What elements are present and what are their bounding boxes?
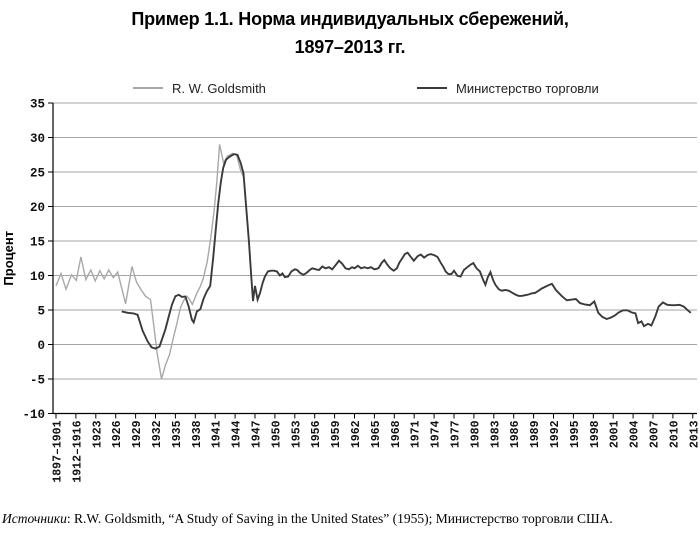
x-tick-label: 1998 <box>589 420 602 448</box>
legend-item-goldsmith: R. W. Goldsmith <box>133 80 266 96</box>
x-tick-label: 1959 <box>330 420 343 448</box>
chart-title-line-2: 1897–2013 гг. <box>294 37 406 57</box>
x-tick-label: 1971 <box>410 420 423 448</box>
chart-title-line-1: Пример 1.1. Норма индивидуальных сбереже… <box>131 9 569 29</box>
x-tick-label: 2013 <box>688 420 700 448</box>
x-tick-label: 1977 <box>450 420 463 448</box>
chart-title: Пример 1.1. Норма индивидуальных сбереже… <box>0 5 700 61</box>
x-tick-label: 1923 <box>91 420 104 448</box>
x-tick-label: 1935 <box>171 420 184 448</box>
y-tick-label: 15 <box>30 235 45 249</box>
goldsmith-line-swatch <box>133 87 163 89</box>
x-tick-label: 1986 <box>509 420 522 448</box>
x-tick-label: 1929 <box>131 420 144 448</box>
y-tick-label: 25 <box>30 166 45 180</box>
y-tick-label: -10 <box>22 408 45 422</box>
x-tick-label: 1938 <box>191 420 204 448</box>
x-tick-label: 1983 <box>489 420 502 448</box>
x-tick-label: 2004 <box>629 420 642 448</box>
y-tick-label: 5 <box>37 304 45 318</box>
legend-label-commerce: Министерство торговли <box>456 80 599 96</box>
y-axis-title: Процент <box>1 231 16 286</box>
source-label: Источники <box>2 511 67 526</box>
source-note: Источники: R.W. Goldsmith, “A Study of S… <box>2 511 699 527</box>
x-tick-label: 1992 <box>549 420 562 448</box>
x-tick-label: 2010 <box>668 420 681 448</box>
x-tick-label: 1989 <box>529 420 542 448</box>
x-tick-label: 1974 <box>430 420 443 448</box>
x-tick-label: 1944 <box>231 420 244 448</box>
x-tick-label: 1932 <box>151 420 164 448</box>
x-tick-label: 2001 <box>609 420 622 448</box>
x-tick-label: 1956 <box>310 420 323 448</box>
y-tick-label: 35 <box>30 97 45 111</box>
y-tick-label: 10 <box>30 270 45 284</box>
x-tick-label: 2007 <box>649 420 662 448</box>
legend-item-commerce: Министерство торговли <box>417 80 599 96</box>
commerce-line-swatch <box>417 87 447 89</box>
x-tick-label: 1947 <box>251 420 264 448</box>
y-tick-label: -5 <box>30 373 45 387</box>
x-tick-label: 1926 <box>111 420 124 448</box>
y-tick-label: 30 <box>30 132 45 146</box>
source-text: : R.W. Goldsmith, “A Study of Saving in … <box>66 511 613 526</box>
x-tick-label: 1950 <box>270 420 283 448</box>
x-tick-label: 1965 <box>370 420 383 448</box>
series-line-commerce <box>121 153 692 350</box>
x-tick-label: 1962 <box>350 420 363 448</box>
y-tick-label: 0 <box>37 339 45 353</box>
x-tick-label: 1980 <box>469 420 482 448</box>
legend-label-goldsmith: R. W. Goldsmith <box>172 80 266 96</box>
x-tick-label: 1897–1901 <box>52 420 65 482</box>
y-tick-label: 20 <box>30 201 45 215</box>
x-tick-label: 1953 <box>290 420 303 448</box>
series-line-goldsmith <box>55 144 245 380</box>
x-tick-label: 1941 <box>211 420 224 448</box>
x-tick-label: 1912–1916 <box>71 420 84 482</box>
x-tick-label: 1968 <box>390 420 403 448</box>
x-tick-label: 1995 <box>569 420 582 448</box>
